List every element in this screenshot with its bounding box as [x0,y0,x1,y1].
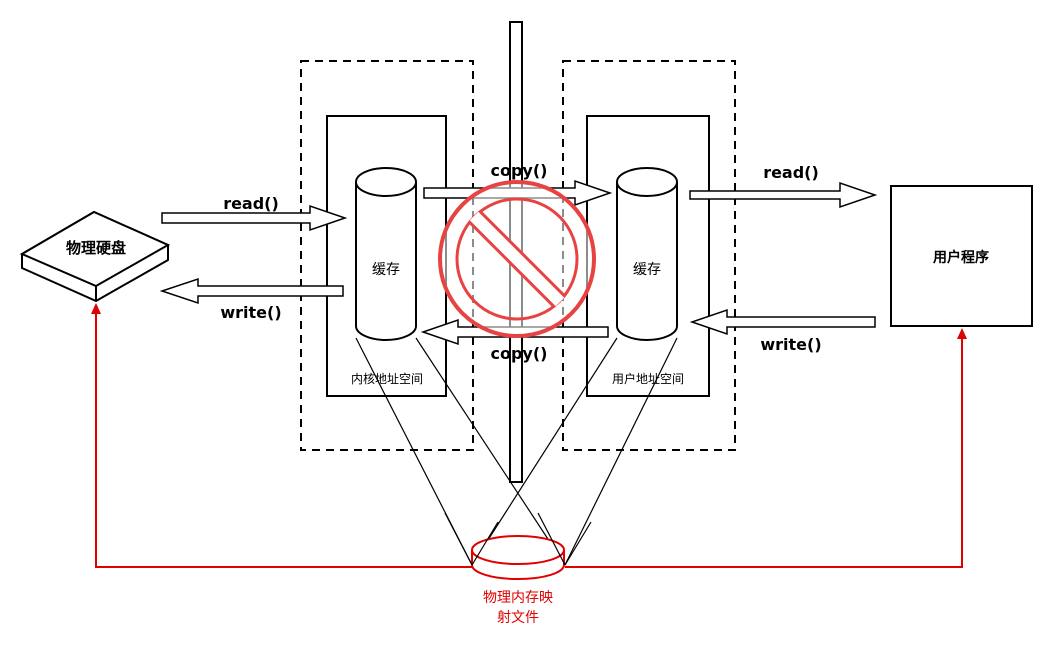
user-program-box [890,185,1033,327]
arrow-write-disk [159,277,344,305]
user-cache-cylinder [616,167,678,341]
write-user-label: write() [760,335,821,354]
write-disk-label: write() [220,303,281,322]
read-disk-label: read() [223,194,279,213]
copy-bottom-label: copy() [491,344,548,363]
read-user-label: read() [763,163,819,182]
mmap-arrowhead-disk [91,303,101,314]
projection-lines [355,337,678,566]
copy-top-label: copy() [491,161,548,180]
prohibition-icon [438,180,596,338]
mmap-connections [95,312,963,568]
arrow-read-user [689,181,878,209]
mmap-label-line1: 物理内存映 [483,590,553,606]
kernel-cache-cylinder [355,167,417,341]
physical-disk-label: 物理硬盘 [66,239,126,257]
mmap-arrowhead-program [957,328,967,339]
user-space-label: 用户地址空间 [612,371,684,386]
kernel-cache-label: 缓存 [372,262,400,278]
kernel-space-label: 内核地址空间 [351,372,423,386]
arrow-write-user [689,308,876,336]
user-program-label: 用户程序 [933,249,989,266]
mmap-cylinder [471,535,565,580]
physical-disk-shape [19,210,171,303]
user-cache-label: 缓存 [633,262,661,278]
mmap-label-line2: 射文件 [497,610,539,626]
arrow-read-disk [161,204,348,232]
projection-lines-overlay [444,512,592,566]
